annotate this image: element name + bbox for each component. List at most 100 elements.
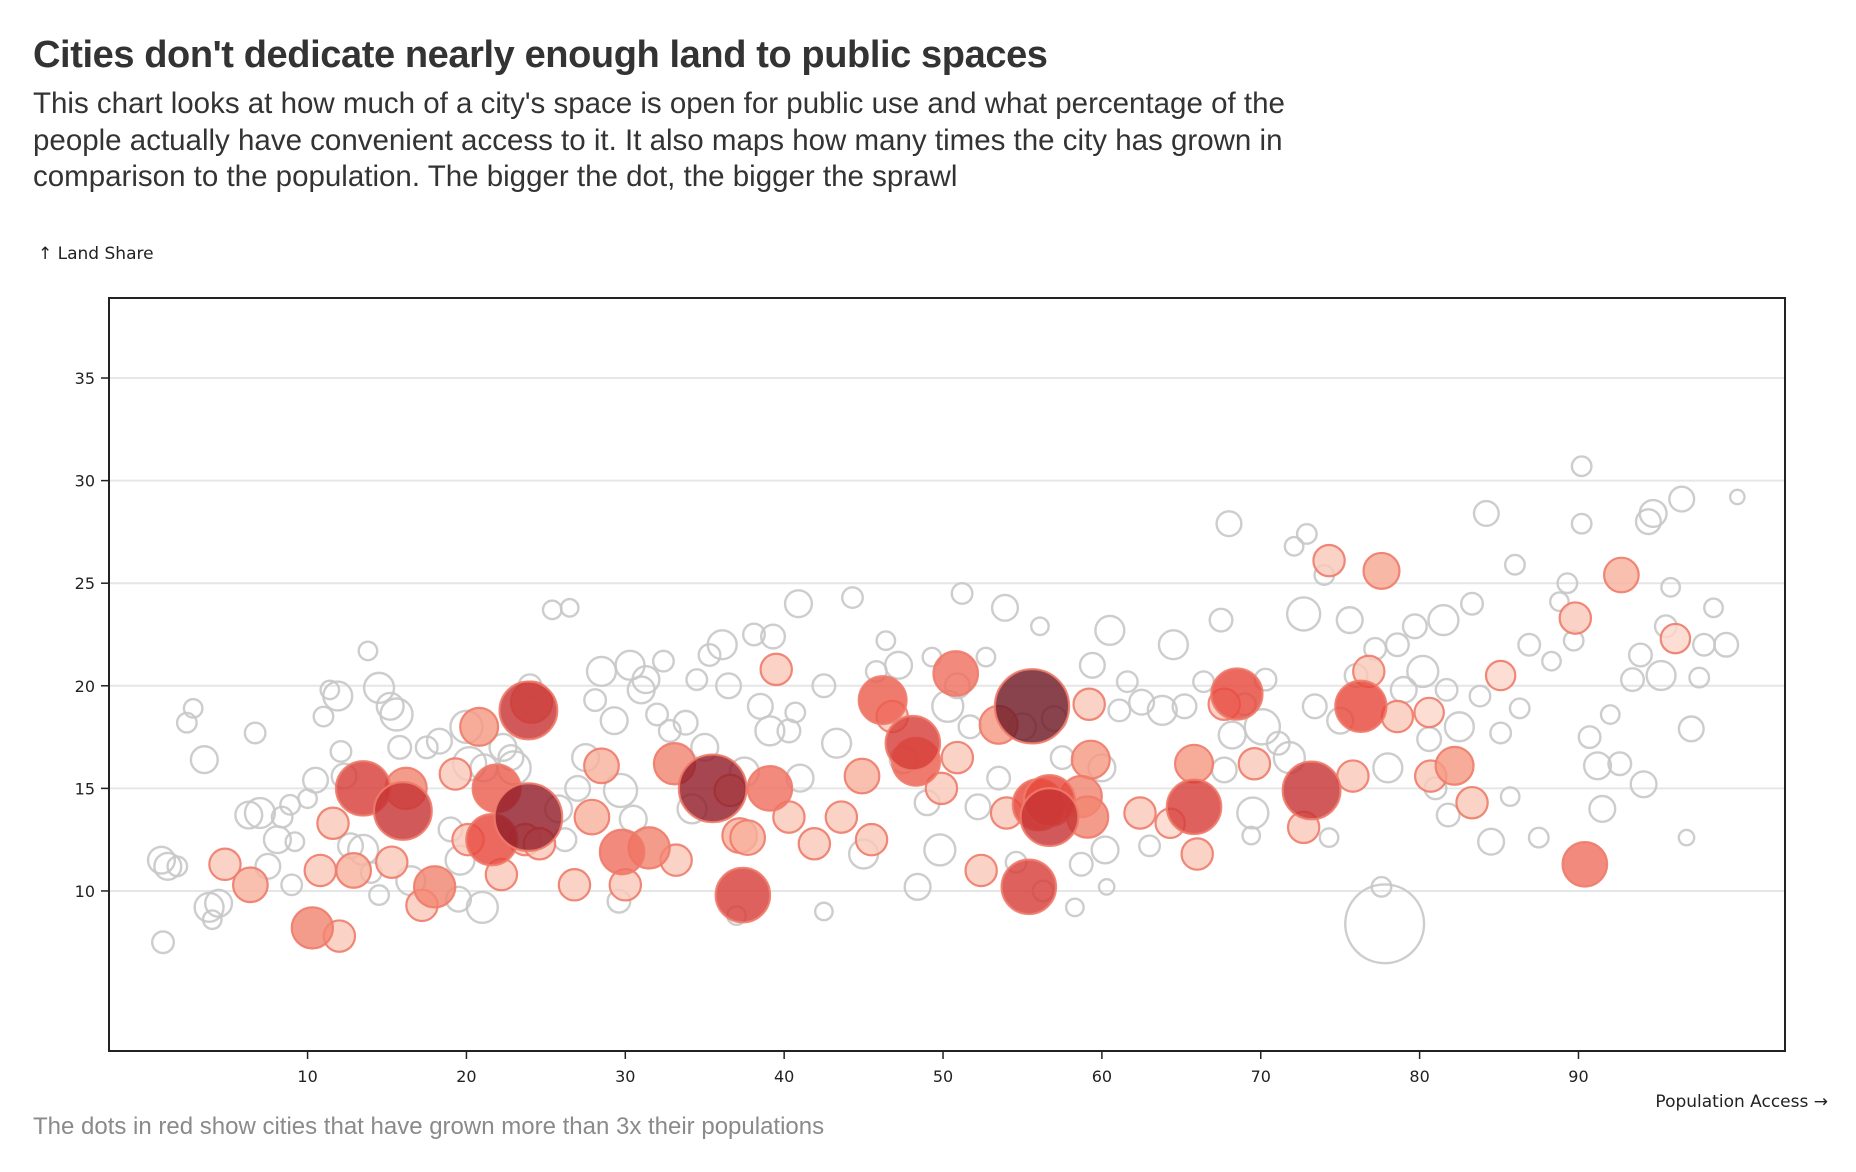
red-city-dot [459, 706, 500, 747]
grey-city-dot [312, 705, 335, 728]
grey-city-dot [151, 930, 176, 955]
grey-city-dot [1318, 827, 1340, 849]
grey-city-dot [1215, 510, 1243, 538]
chart-subtitle: This chart looks at how much of a city's… [33, 87, 1285, 193]
grey-city-dot [1406, 654, 1440, 689]
grey-city-dot [1728, 488, 1746, 506]
grey-city-dot [329, 739, 353, 763]
grey-city-dot [243, 721, 267, 745]
red-city-dot [854, 822, 889, 857]
grey-city-dot [1688, 666, 1711, 689]
red-city-dot [797, 827, 832, 861]
grey-city-dot [760, 623, 787, 650]
grey-city-dot [1645, 659, 1677, 692]
grey-city-dot [465, 890, 500, 925]
grey-city-dot [559, 597, 580, 618]
grey-city-dot [1138, 834, 1162, 858]
red-city-dot [1334, 679, 1388, 733]
grey-city-dot [1434, 677, 1459, 702]
red-city-dot [677, 753, 748, 824]
x-tick-label: 80 [1409, 1067, 1429, 1086]
grey-city-dot [1208, 607, 1234, 633]
grey-city-dot [784, 701, 807, 724]
grey-city-dot [284, 831, 306, 853]
grey-city-dot [583, 688, 608, 713]
x-tick-label: 60 [1092, 1067, 1112, 1086]
grey-city-dot [1097, 877, 1116, 896]
grey-city-dot [651, 649, 675, 673]
grey-city-dot [1049, 745, 1075, 771]
grey-city-dot [645, 702, 670, 727]
grey-city-dot [1068, 851, 1094, 877]
red-city-dot [372, 780, 433, 841]
grey-city-dot [1335, 606, 1364, 635]
red-city-dot [1484, 659, 1517, 692]
grey-city-dot [1090, 835, 1120, 865]
grey-city-dot [1570, 512, 1593, 535]
red-city-dot [412, 865, 457, 909]
red-city-dot [932, 650, 980, 697]
grey-city-dot [1171, 693, 1198, 720]
grey-city-dot [783, 589, 814, 619]
grey-city-dot [1384, 632, 1410, 658]
grey-city-dot [1115, 670, 1139, 694]
grey-city-dot [685, 668, 709, 692]
grey-city-dot [146, 845, 177, 875]
red-city-dot [316, 806, 350, 841]
red-city-dot [1123, 796, 1157, 830]
grey-city-dot [1283, 535, 1305, 557]
red-city-dot [940, 740, 975, 775]
red-city-dot [884, 714, 942, 772]
red-city-dot [924, 771, 959, 806]
red-city-dot [714, 866, 772, 924]
grey-city-dot [964, 793, 992, 821]
grey-city-dot [375, 691, 405, 721]
red-city-dot [1602, 556, 1640, 594]
grey-city-dot [746, 692, 774, 720]
grey-city-dot [820, 727, 853, 759]
grey-city-dot [1344, 883, 1426, 965]
red-city-dot [1362, 551, 1401, 590]
grey-city-dot [1401, 613, 1428, 640]
x-axis-ticks: 10 20 30 40 50 60 70 80 90 [297, 1051, 1589, 1086]
grey-city-dot [379, 697, 414, 732]
grey-city-dot [1128, 688, 1156, 716]
red-city-dot [1165, 778, 1223, 836]
y-tick-label: 20 [75, 677, 95, 696]
red-city-dot [1072, 687, 1106, 722]
red-city-dot [598, 828, 646, 876]
grey-city-dot [1541, 650, 1562, 672]
grey-city-dot [715, 672, 743, 700]
grey-city-dot [1691, 632, 1716, 657]
grey-city-dot [362, 671, 396, 704]
grey-city-dot [990, 593, 1020, 622]
red-city-dot [1434, 745, 1475, 786]
red-city-dot [290, 906, 335, 950]
y-tick-label: 35 [75, 369, 95, 388]
red-city-dot [1210, 667, 1264, 721]
grey-city-dot [585, 655, 618, 688]
grey-city-dot [1607, 751, 1633, 777]
grey-city-dot [1677, 828, 1696, 847]
red-city-dot [1455, 785, 1489, 820]
grey-city-dot [1107, 698, 1132, 723]
red-city-dot [1070, 739, 1111, 780]
grey-city-dot [1517, 632, 1542, 657]
red-city-dot [843, 757, 881, 795]
y-tick-label: 15 [75, 779, 95, 798]
grey-city-dot [1588, 794, 1617, 823]
grey-city-dot [564, 774, 592, 802]
grey-city-dot [1064, 897, 1085, 918]
grey-city-dot [1243, 708, 1282, 746]
red-city-dot [993, 668, 1071, 745]
y-axis-ticks: 10 15 20 25 30 35 [75, 369, 109, 901]
grey-city-dot [1443, 711, 1475, 743]
grey-city-dot [1210, 756, 1238, 784]
grey-city-dot [903, 872, 932, 901]
grey-city-dot [368, 884, 391, 907]
grey-city-dot [175, 711, 198, 734]
grey-city-dot [301, 766, 330, 794]
red-city-dot [1019, 787, 1080, 848]
grey-city-dot [1638, 498, 1668, 529]
chart-caption: The dots in red show cities that have gr… [33, 1113, 825, 1140]
